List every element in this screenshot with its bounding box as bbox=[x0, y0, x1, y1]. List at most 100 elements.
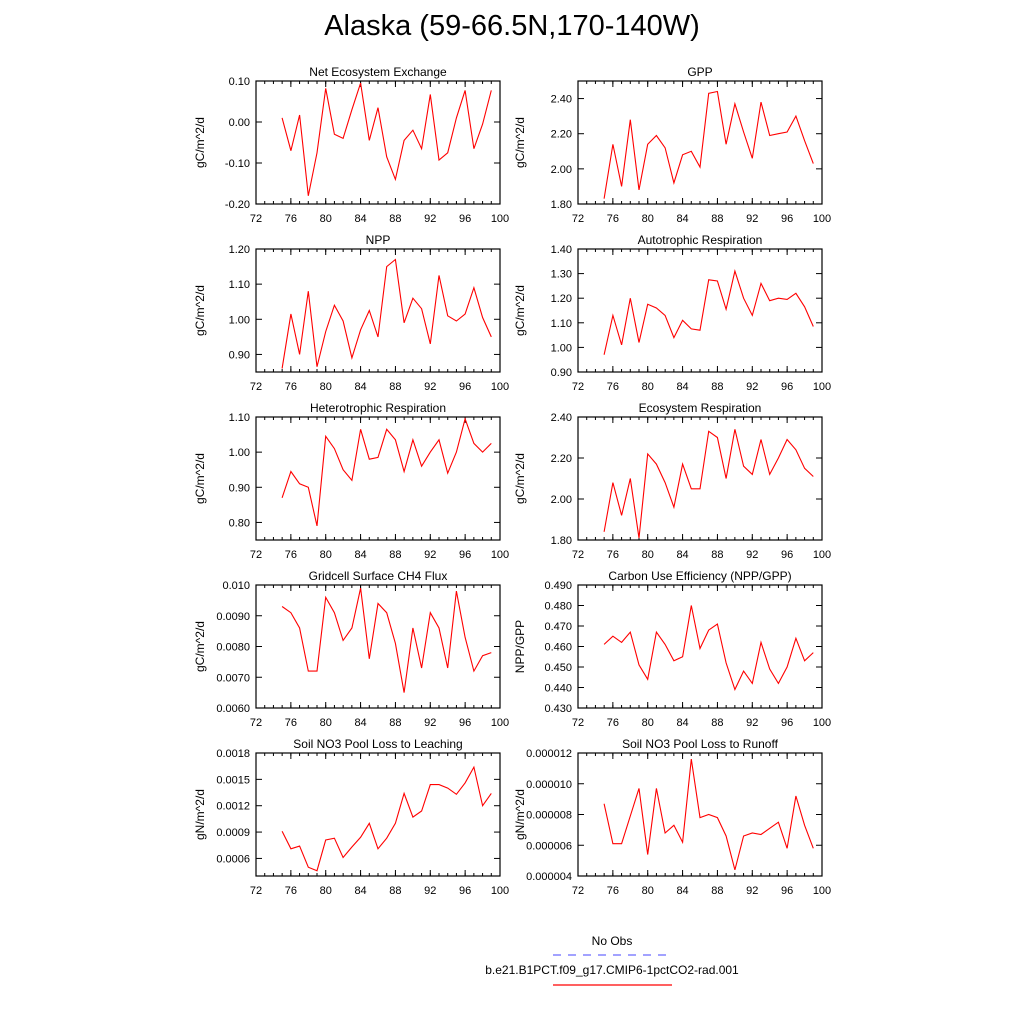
x-tick-label: 100 bbox=[813, 549, 831, 561]
x-tick-label: 88 bbox=[711, 381, 723, 393]
plot-frame bbox=[255, 752, 501, 877]
x-tick-label: 88 bbox=[711, 549, 723, 561]
x-tick-label: 80 bbox=[642, 885, 654, 897]
y-tick-label: 2.20 bbox=[551, 453, 572, 465]
y-tick-label: 0.0090 bbox=[216, 611, 250, 623]
x-tick-label: 76 bbox=[607, 381, 619, 393]
panel-title: Soil NO3 Pool Loss to Leaching bbox=[293, 737, 462, 751]
y-tick-label: 2.00 bbox=[551, 494, 572, 506]
x-tick-label: 76 bbox=[285, 717, 297, 729]
x-tick-label: 72 bbox=[572, 381, 584, 393]
x-tick-label: 92 bbox=[424, 885, 436, 897]
x-tick-label: 88 bbox=[389, 549, 401, 561]
x-tick-label: 80 bbox=[642, 717, 654, 729]
x-tick-label: 88 bbox=[389, 885, 401, 897]
x-tick-label: 88 bbox=[711, 885, 723, 897]
x-tick-label: 84 bbox=[676, 213, 688, 225]
y-axis-label: gC/m^2/d bbox=[193, 285, 207, 336]
x-tick-label: 84 bbox=[354, 549, 366, 561]
panel-title: Heterotrophic Respiration bbox=[310, 401, 446, 415]
x-tick-label: 88 bbox=[389, 717, 401, 729]
y-tick-label: -0.20 bbox=[225, 199, 250, 211]
y-tick-label: 1.20 bbox=[551, 293, 572, 305]
y-tick-label: 0.0018 bbox=[216, 748, 250, 760]
x-tick-label: 100 bbox=[491, 213, 509, 225]
x-tick-label: 100 bbox=[491, 717, 509, 729]
panel-title: GPP bbox=[687, 65, 712, 79]
y-tick-label: 1.80 bbox=[551, 199, 572, 211]
series-line bbox=[603, 605, 814, 691]
y-tick-label: 0.000012 bbox=[526, 748, 572, 760]
x-tick-label: 80 bbox=[642, 381, 654, 393]
series-line bbox=[603, 429, 814, 539]
x-tick-label: 96 bbox=[781, 549, 793, 561]
y-tick-label: 1.10 bbox=[229, 412, 250, 424]
x-tick-label: 92 bbox=[424, 213, 436, 225]
y-tick-label: 0.80 bbox=[229, 517, 250, 529]
x-tick-label: 100 bbox=[813, 885, 831, 897]
y-tick-label: 0.000004 bbox=[526, 871, 572, 883]
page-title: Alaska (59-66.5N,170-140W) bbox=[324, 10, 700, 42]
x-tick-label: 100 bbox=[813, 717, 831, 729]
y-tick-label: 1.00 bbox=[229, 447, 250, 459]
x-tick-label: 100 bbox=[491, 381, 509, 393]
y-tick-label: 0.0060 bbox=[216, 703, 250, 715]
y-tick-label: 1.20 bbox=[229, 244, 250, 256]
series-line bbox=[603, 269, 814, 355]
y-tick-label: 1.40 bbox=[551, 244, 572, 256]
y-tick-label: 0.430 bbox=[544, 703, 572, 715]
series-line bbox=[603, 759, 814, 871]
x-tick-label: 92 bbox=[424, 717, 436, 729]
x-tick-label: 96 bbox=[459, 549, 471, 561]
x-tick-label: 96 bbox=[781, 213, 793, 225]
y-tick-label: 1.30 bbox=[551, 269, 572, 281]
panel-title: Ecosystem Respiration bbox=[639, 401, 762, 415]
plot-frame bbox=[577, 248, 823, 373]
x-tick-label: 72 bbox=[250, 213, 262, 225]
x-tick-label: 80 bbox=[642, 549, 654, 561]
x-tick-label: 76 bbox=[607, 549, 619, 561]
y-tick-label: 0.0080 bbox=[216, 642, 250, 654]
y-tick-label: 0.450 bbox=[544, 662, 572, 674]
y-axis-label: gN/m^2/d bbox=[193, 789, 207, 840]
panel-title: NPP bbox=[366, 233, 391, 247]
x-tick-label: 92 bbox=[746, 717, 758, 729]
x-tick-label: 84 bbox=[354, 717, 366, 729]
x-tick-label: 96 bbox=[781, 717, 793, 729]
x-tick-label: 72 bbox=[250, 717, 262, 729]
x-tick-label: 84 bbox=[676, 717, 688, 729]
y-tick-label: 2.20 bbox=[551, 129, 572, 141]
x-tick-label: 96 bbox=[781, 885, 793, 897]
y-axis-label: gC/m^2/d bbox=[193, 621, 207, 672]
plot-frame bbox=[577, 80, 823, 205]
legend-obs-label: No Obs bbox=[592, 934, 633, 948]
series-line bbox=[281, 587, 492, 693]
y-tick-label: 1.00 bbox=[551, 342, 572, 354]
x-tick-label: 96 bbox=[459, 213, 471, 225]
y-axis-label: gC/m^2/d bbox=[193, 117, 207, 168]
y-tick-label: 0.90 bbox=[229, 349, 250, 361]
y-tick-label: 0.460 bbox=[544, 642, 572, 654]
y-tick-label: 0.000010 bbox=[526, 779, 572, 791]
plot-frame bbox=[255, 416, 501, 541]
x-tick-label: 76 bbox=[285, 213, 297, 225]
x-tick-label: 72 bbox=[250, 885, 262, 897]
y-tick-label: 0.0015 bbox=[216, 774, 250, 786]
x-tick-label: 80 bbox=[320, 213, 332, 225]
x-tick-label: 92 bbox=[746, 213, 758, 225]
x-tick-label: 84 bbox=[354, 381, 366, 393]
x-tick-label: 84 bbox=[676, 381, 688, 393]
x-tick-label: 88 bbox=[711, 213, 723, 225]
y-tick-label: 0.0070 bbox=[216, 672, 250, 684]
y-tick-label: 0.90 bbox=[551, 367, 572, 379]
y-tick-label: 2.40 bbox=[551, 412, 572, 424]
x-tick-label: 92 bbox=[746, 381, 758, 393]
y-tick-label: 1.80 bbox=[551, 535, 572, 547]
y-tick-label: -0.10 bbox=[225, 158, 250, 170]
y-tick-label: 0.490 bbox=[544, 580, 572, 592]
x-tick-label: 96 bbox=[781, 381, 793, 393]
x-tick-label: 100 bbox=[813, 213, 831, 225]
x-tick-label: 84 bbox=[676, 549, 688, 561]
x-tick-label: 76 bbox=[285, 549, 297, 561]
x-tick-label: 92 bbox=[424, 549, 436, 561]
